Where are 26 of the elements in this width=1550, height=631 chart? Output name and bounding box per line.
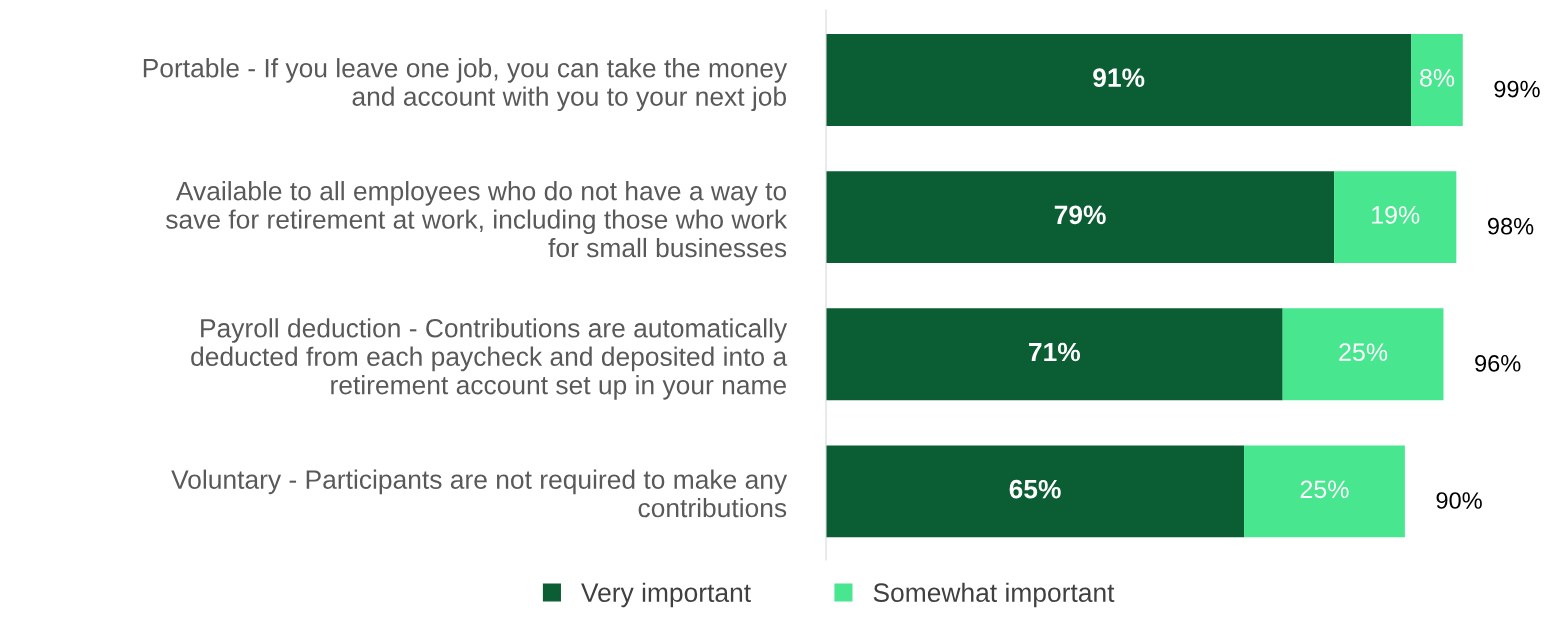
bar [826, 308, 1283, 401]
bar [826, 445, 1245, 538]
data-label: 25% [1300, 480, 1349, 499]
bar [1282, 308, 1444, 401]
y-tick-label: Portable - If you leave one job, you can take the money and account with you to your next job [143, 58, 788, 112]
data-label: 19% [1372, 206, 1420, 224]
data-label: 79% [1054, 205, 1106, 225]
total-label: 90% [1436, 492, 1482, 509]
data-label: 71% [1029, 342, 1081, 362]
bar [826, 34, 1412, 126]
bar [826, 171, 1335, 264]
total-label: 99% [1494, 80, 1540, 98]
bar [1411, 34, 1463, 126]
y-tick-label: Payroll deduction - Contributions are automatically deducted from each paycheck and deposited into a retirement account set up in your name [191, 318, 788, 400]
legend-label: Somewhat important [873, 582, 1115, 608]
legend-label: Very important [581, 582, 751, 608]
data-label: 65% [1009, 479, 1061, 499]
bar [1244, 445, 1405, 538]
y-tick-label: Available to all employees who do not have a way to save for retirement at work, including those who work for small businesses [166, 181, 788, 258]
data-label: 8% [1420, 68, 1455, 87]
y-tick-label: Voluntary - Participants are not required to make any contributions [171, 469, 788, 518]
bar [1334, 171, 1457, 264]
total-label: 98% [1487, 217, 1534, 235]
total-label: 96% [1475, 354, 1521, 372]
data-label: 91% [1093, 68, 1145, 88]
data-label: 25% [1339, 343, 1388, 361]
